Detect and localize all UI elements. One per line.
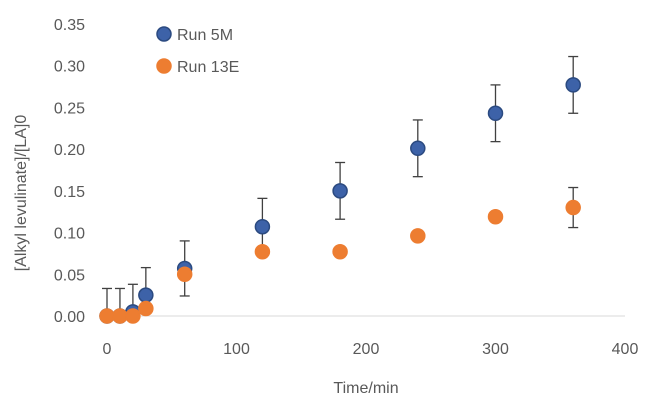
y-tick-label: 0.10 — [54, 226, 85, 243]
point-run-13e — [565, 199, 581, 216]
point-run-13e — [112, 308, 128, 324]
point-run-13e — [138, 300, 154, 317]
y-tick-label: 0.20 — [54, 142, 85, 159]
legend-marker — [156, 58, 172, 74]
y-axis-title: [Alkyl levulinate]/[LA]0 — [13, 115, 30, 272]
point-run-13e — [176, 266, 193, 283]
point-run-5m — [332, 183, 348, 199]
legend-label: Run 13E — [177, 59, 239, 76]
x-tick-label: 0 — [103, 341, 112, 358]
point-run-13e — [410, 228, 426, 244]
legend-marker — [156, 26, 172, 42]
y-tick-label: 0.05 — [54, 267, 85, 284]
point-run-13e — [332, 244, 348, 260]
point-run-13e — [254, 244, 271, 260]
x-tick-label: 100 — [223, 341, 250, 358]
y-tick-label: 0.35 — [54, 17, 85, 34]
y-tick-label: 0.15 — [54, 184, 85, 201]
y-tick-label: 0.25 — [54, 100, 85, 117]
legend-label: Run 5M — [177, 27, 233, 44]
point-run-5m — [410, 140, 426, 157]
x-tick-label: 400 — [612, 341, 639, 358]
x-tick-label: 200 — [353, 341, 380, 358]
y-axis: 0.00 0.05 0.10 0.15 0.20 0.25 0.30 0.35 — [54, 17, 85, 326]
point-run-5m — [565, 77, 581, 93]
point-run-5m — [254, 218, 271, 235]
y-tick-label: 0.00 — [54, 309, 85, 326]
point-run-13e — [99, 308, 115, 324]
x-tick-label: 300 — [482, 341, 509, 358]
x-axis-title: Time/min — [333, 380, 398, 397]
x-axis: 0 100 200 300 400 — [103, 315, 639, 358]
y-tick-label: 0.30 — [54, 59, 85, 76]
point-run-5m — [487, 105, 504, 122]
data-points — [99, 77, 581, 324]
point-run-13e — [125, 308, 141, 324]
legend: Run 5M Run 13E — [156, 26, 239, 76]
point-run-5m — [138, 287, 154, 303]
point-run-13e — [487, 208, 504, 225]
